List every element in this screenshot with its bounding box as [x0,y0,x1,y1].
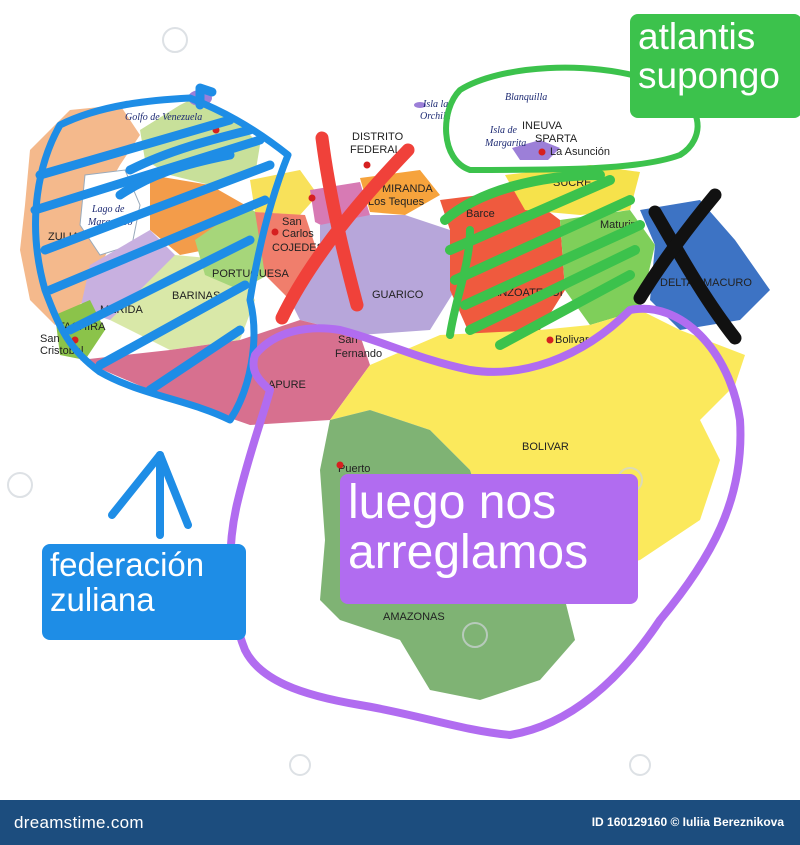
label-orchila-1: Isla la [422,99,448,110]
region-margarita [512,140,560,160]
label-distrito-1: DISTRITO [352,131,404,143]
label-san-cristobal-1: San [40,333,60,345]
label-distrito-2: FEDERAL [350,144,401,156]
label-bolivar-city: Bolivar [555,334,589,346]
label-orchila-2: Orchila [420,111,451,122]
label-bolivar: BOLIVAR [522,441,569,453]
island-small-2 [414,102,426,108]
label-margarita-1: Isla de [489,125,518,136]
venezuela-map: Golfo de Venezuela Lago de Maracaibo ZUL… [7,27,770,776]
label-los-teques: Los Teques [368,196,425,208]
annotation-atlantis-line-2: supongo [638,54,780,96]
annotation-atlantis-line-1: atlantis [638,16,756,57]
annotation-atlantis: atlantis supongo [630,14,800,118]
label-golfo: Golfo de Venezuela [125,112,202,123]
label-amazonas: AMAZONAS [383,611,445,623]
black-x-mark-icon [633,188,742,345]
label-nueva-esparta-2: SPARTA [535,133,578,145]
label-blanquilla: Blanquilla [505,92,547,103]
label-nueva-esparta-1: INEUVA [522,120,563,132]
annotation-luego: luego nos arreglamos [340,474,638,604]
label-cojedes: COJEDES [272,242,324,254]
footer-brand[interactable]: dreamstime.com [14,813,144,832]
label-guarico: GUARICO [372,289,424,301]
annotation-federacion-line-2: zuliana [50,580,155,618]
region-zulia [20,105,140,325]
label-delta: DELTA AMACURO [660,277,752,289]
label-miranda: MIRANDA [382,183,433,195]
annotation-luego-line-1: luego nos [348,476,557,529]
annotation-federacion: federación zuliana [42,544,246,640]
annotation-federacion-line-1: federación [50,546,205,583]
label-san-carlos-2: Carlos [282,228,314,240]
label-portuguesa: PORTUGUESA [212,268,289,280]
label-lago-1: Lago de [91,204,125,215]
label-barinas: BARINAS [172,290,220,302]
label-san-carlos-1: San [282,216,302,228]
red-x-mark-icon [275,131,415,325]
region-guarico [290,215,455,335]
label-margarita-2: Margarita [484,138,526,149]
region-apure [80,320,370,425]
region-bolivar [330,310,745,580]
label-apure: APURE [268,379,306,391]
label-barcelona: Barce [466,208,495,220]
blue-up-arrow-icon [108,451,192,539]
label-puerto: Puerto [338,463,370,475]
purple-scribble [226,304,745,739]
region-carabobo [250,170,318,215]
label-la-asuncion: La Asunción [550,146,610,158]
footer-credit: ID 160129160 © Iuliia Bereznikova [591,815,784,829]
green-scribble [440,64,701,350]
label-san-fernando-2: Fernando [335,348,382,360]
annotation-luego-line-2: arreglamos [348,526,589,580]
footer-bar: dreamstime.com ID 160129160 © Iuliia Ber… [0,800,800,845]
